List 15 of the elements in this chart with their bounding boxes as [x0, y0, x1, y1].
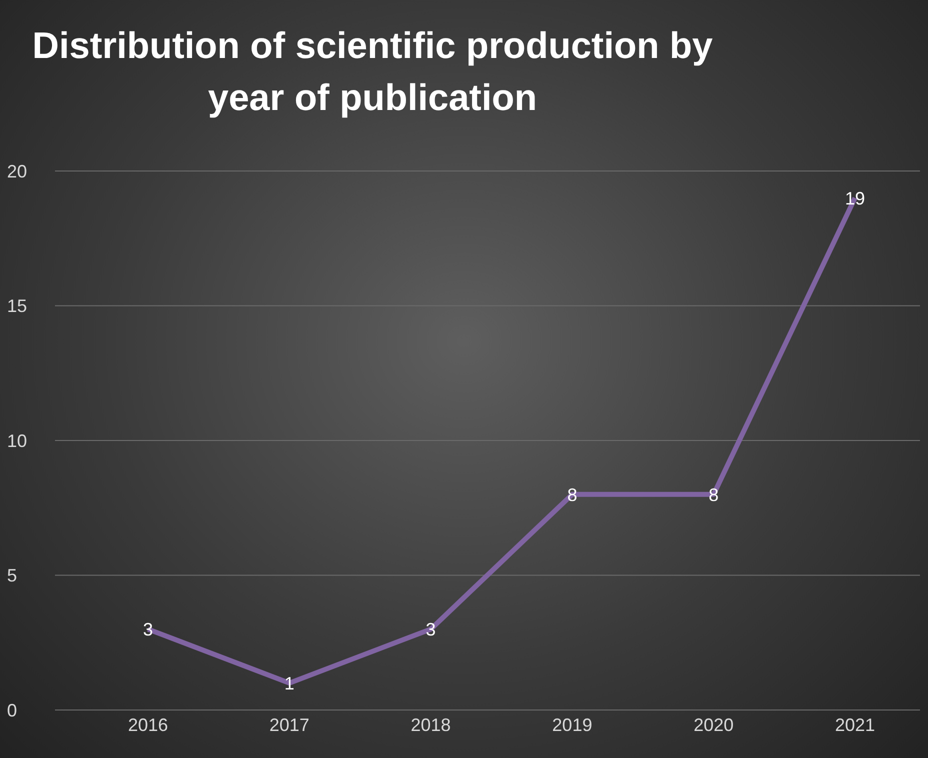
x-tick-label: 2018: [410, 714, 451, 735]
x-tick-label: 2017: [269, 714, 310, 735]
x-tick-label: 2021: [834, 714, 876, 735]
x-tick-label: 2016: [128, 714, 168, 735]
data-label: 3: [142, 620, 154, 640]
y-tick-label: 20: [7, 161, 28, 182]
y-tick-label: 0: [7, 700, 18, 720]
x-tick-label: 2020: [694, 714, 734, 735]
data-label: 19: [844, 188, 866, 208]
x-tick-label: 2019: [552, 714, 592, 735]
y-tick-label: 15: [7, 296, 28, 316]
y-tick-label: 5: [7, 566, 18, 586]
y-tick-label: 10: [7, 430, 28, 451]
chart-title: Distribution of scientific production by year of publication: [31, 24, 714, 120]
data-label: 8: [708, 484, 719, 505]
